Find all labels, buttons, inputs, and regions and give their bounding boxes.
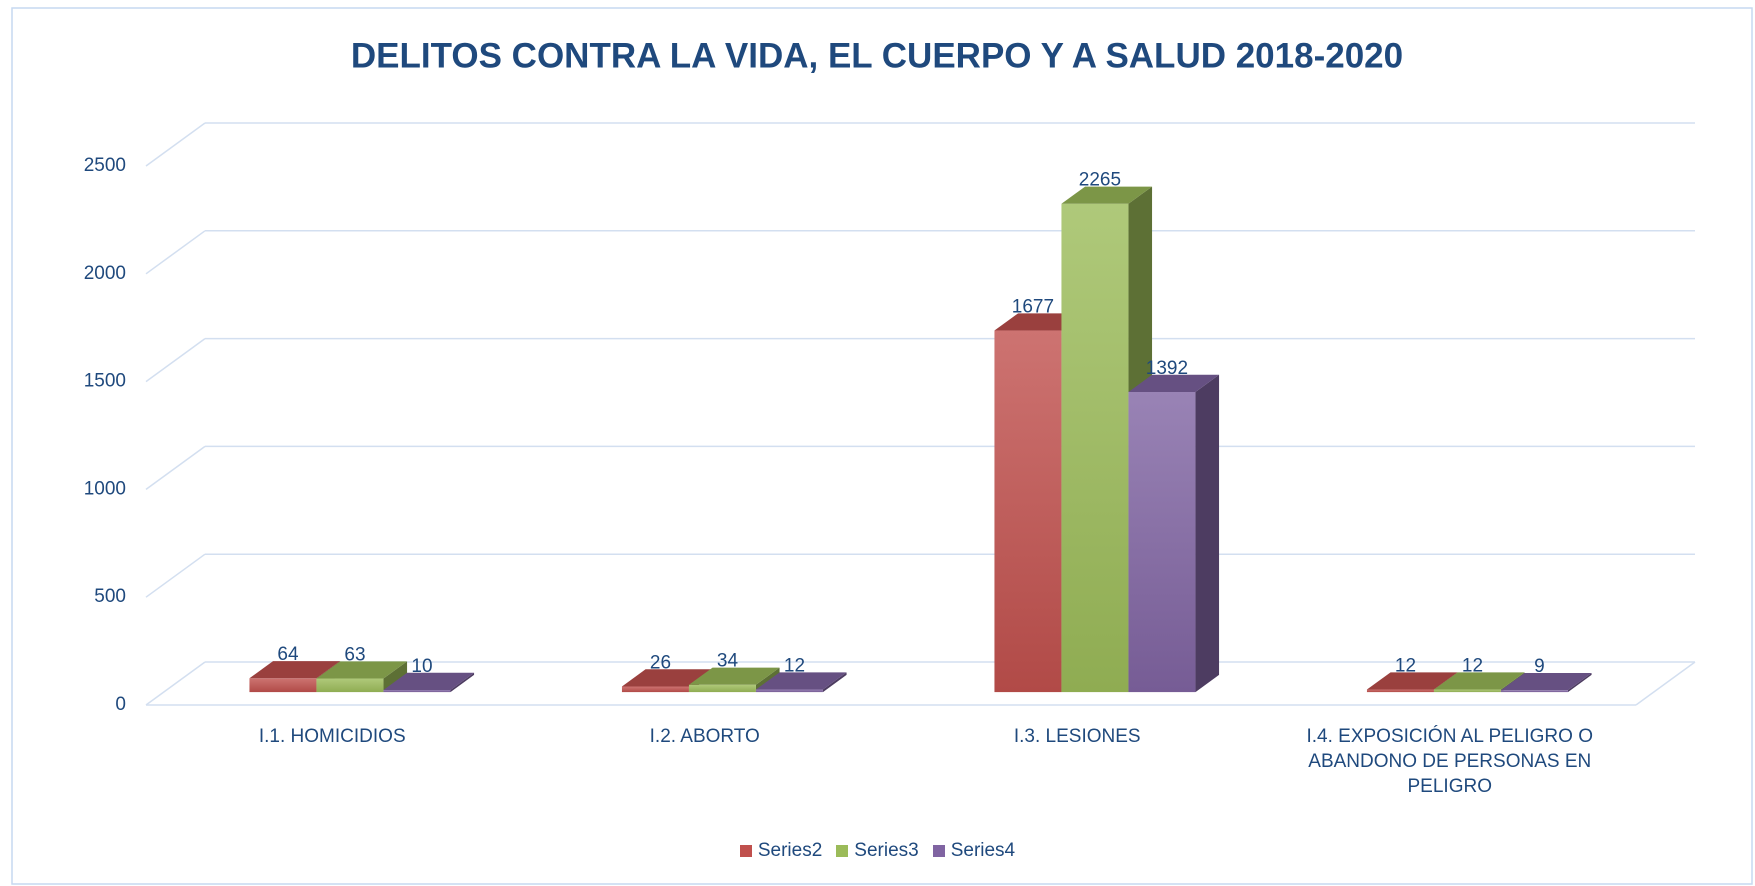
grid-line-side (145, 553, 206, 598)
legend-swatch (739, 845, 752, 857)
bar (1128, 391, 1196, 693)
data-label: 12 (1395, 655, 1416, 676)
grid-line-side (145, 230, 206, 275)
data-label: 2265 (1079, 170, 1121, 191)
bar-top (383, 672, 475, 690)
data-label: 9 (1534, 656, 1545, 677)
bar-side (450, 672, 475, 693)
data-label: 12 (1462, 655, 1483, 676)
legend-label: Series2 (757, 840, 823, 861)
bar-top (688, 667, 780, 685)
y-tick-label: 0 (115, 694, 126, 715)
bar (316, 678, 384, 693)
data-label: 34 (717, 651, 739, 672)
bar (688, 684, 756, 693)
bar-top (249, 661, 341, 679)
bar-top (755, 672, 847, 690)
bar (249, 678, 317, 693)
bar-top (1061, 186, 1153, 204)
y-tick-label: 500 (94, 586, 126, 607)
bar (621, 686, 689, 693)
bar-side (1195, 374, 1220, 693)
bar (1433, 689, 1501, 693)
chart-border (11, 7, 1753, 885)
bar (1061, 203, 1129, 693)
bar (1366, 689, 1434, 693)
bar-top (621, 669, 713, 687)
bar (755, 689, 823, 693)
grid-line-side (145, 122, 206, 167)
data-label: 26 (650, 652, 671, 673)
bar (1500, 690, 1568, 693)
data-label: 63 (344, 644, 365, 665)
data-label: 1392 (1146, 358, 1188, 379)
bar (994, 330, 1062, 693)
x-tick-label: I.2. ABORTO (649, 726, 760, 747)
legend-label: Series4 (950, 840, 1016, 861)
legend-item: Series3 (836, 840, 919, 862)
bar-side (1567, 672, 1592, 693)
grid-line-side (145, 445, 206, 491)
legend-label: Series3 (854, 840, 919, 861)
bar-top (1366, 672, 1458, 690)
x-tick-label: I.4. EXPOSICIÓN AL PELIGRO O ABANDONO DE… (1306, 726, 1593, 797)
legend-swatch (932, 845, 945, 857)
y-tick-label: 1000 (84, 478, 126, 499)
data-label: 64 (277, 644, 299, 665)
x-tick-label: I.3. LESIONES (1013, 726, 1141, 747)
grid-line-side (145, 337, 206, 383)
legend-swatch (836, 845, 849, 857)
grid-line-side (145, 661, 206, 706)
bar-top (1500, 672, 1592, 691)
y-tick-label: 2500 (84, 155, 126, 176)
bar-side (383, 661, 408, 693)
y-tick-label: 2000 (84, 263, 126, 284)
x-tick-label: I.1. HOMICIDIOS (258, 726, 406, 747)
bar (383, 689, 451, 693)
bar-top (1433, 672, 1525, 690)
bar-top (1128, 374, 1220, 392)
data-label: 10 (411, 656, 432, 677)
chart-title: DELITOS CONTRA LA VIDA, EL CUERPO Y A SA… (351, 36, 1403, 75)
bar-top (316, 661, 408, 679)
floor-right (1635, 661, 1696, 706)
legend-item: Series4 (932, 840, 1016, 862)
y-tick-label: 1500 (84, 371, 126, 392)
bar-side (822, 672, 847, 693)
data-label: 1677 (1012, 296, 1054, 317)
data-label: 12 (784, 655, 805, 676)
legend-item: Series2 (739, 840, 823, 862)
legend: Series2 Series3 Series4 (0, 840, 1755, 862)
